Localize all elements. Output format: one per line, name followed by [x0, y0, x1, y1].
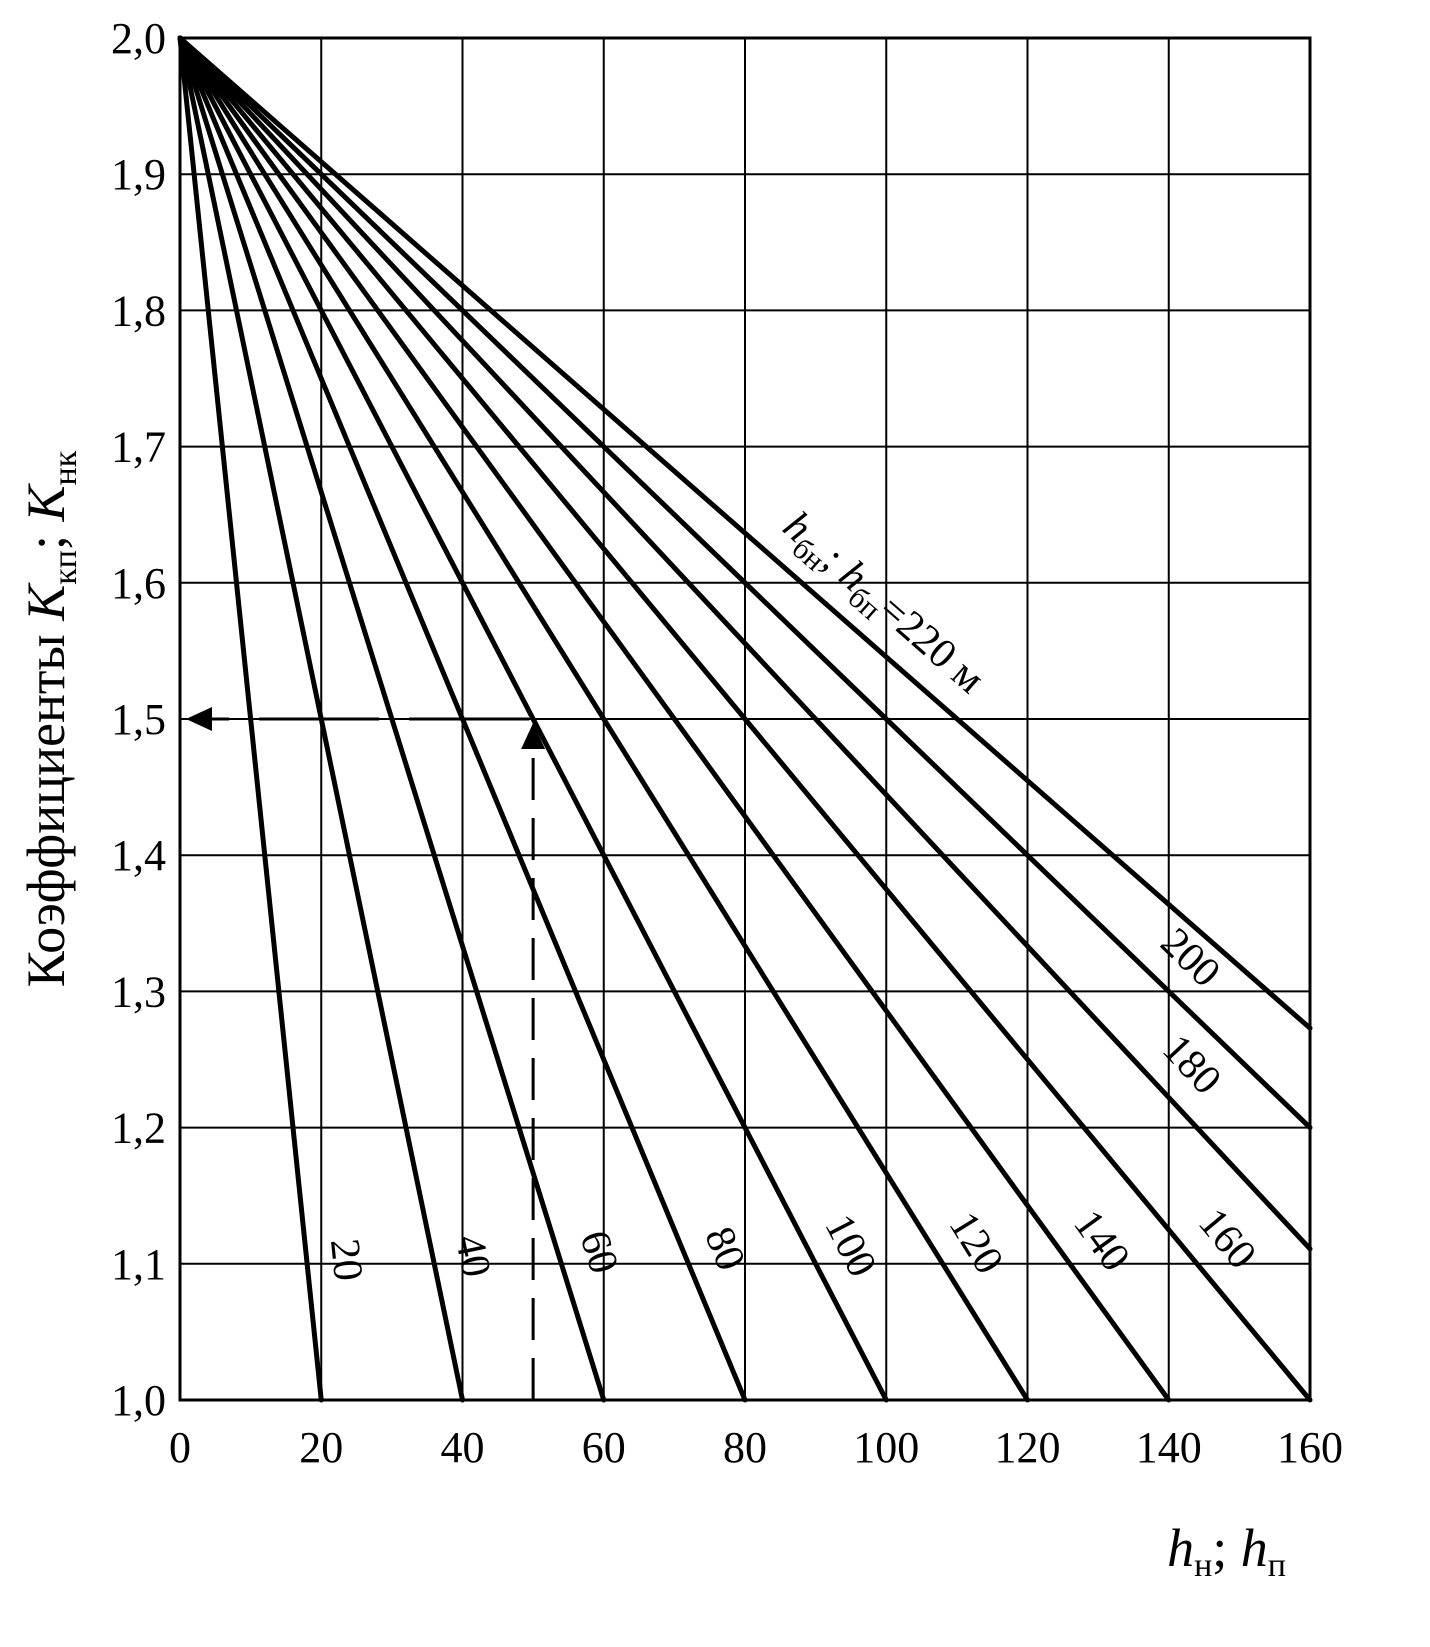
y-tick-label: 1,3 — [111, 967, 166, 1016]
series-line-20 — [177, 35, 324, 1403]
series-label-20: 20 — [321, 1237, 371, 1284]
x-tick-label: 160 — [1277, 1423, 1343, 1472]
y-tick-label: 1,2 — [111, 1104, 166, 1153]
y-tick-label: 2,0 — [111, 14, 166, 63]
y-tick-label: 1,8 — [111, 286, 166, 335]
x-ticks: 0 20 40 60 80 100 120 140 160 — [169, 1423, 1343, 1472]
y-axis-symbol-b: K — [16, 483, 76, 523]
x-tick-label: 120 — [995, 1423, 1061, 1472]
x-tick-label: 80 — [723, 1423, 767, 1472]
series-line-60 — [177, 35, 607, 1403]
series-line-200 — [177, 35, 1313, 1131]
y-axis-word: Коэффициенты — [16, 621, 76, 987]
x-tick-label: 60 — [582, 1423, 626, 1472]
y-tick-label: 1,1 — [111, 1240, 166, 1289]
x-tick-label: 40 — [441, 1423, 485, 1472]
series-label-60: 60 — [570, 1225, 626, 1279]
series-line-100 — [177, 35, 889, 1403]
series-line-120 — [177, 35, 1030, 1403]
x-axis-separator: ; — [1212, 1518, 1241, 1578]
y-axis-subscript-a: кп — [47, 550, 84, 585]
series-label-220-м: hбн; hбп=220 м — [770, 503, 993, 708]
x-axis-symbol-a: h — [1167, 1518, 1194, 1578]
series-label-120: 120 — [940, 1204, 1012, 1282]
series-line-180 — [177, 35, 1313, 1252]
y-ticks: 1,0 1,1 1,2 1,3 1,4 1,5 1,6 1,7 1,8 1,9 2,0 — [111, 14, 166, 1425]
x-axis-subscript-b: п — [1268, 1547, 1286, 1584]
y-tick-label: 1,9 — [111, 150, 166, 199]
series-label-100: 100 — [815, 1207, 885, 1284]
x-tick-label: 140 — [1136, 1423, 1202, 1472]
x-tick-label: 100 — [853, 1423, 919, 1472]
y-axis-symbol-a: K — [16, 582, 76, 622]
y-tick-label: 1,0 — [111, 1376, 166, 1425]
x-axis-symbol-b: h — [1241, 1518, 1268, 1578]
series-line-160 — [177, 35, 1313, 1403]
series-line-140 — [177, 35, 1172, 1403]
x-axis-title: hн; hп — [1167, 1518, 1286, 1584]
y-tick-label: 1,6 — [111, 559, 166, 608]
series-label-40: 40 — [446, 1231, 500, 1281]
y-axis-title: Коэффициенты Kкп; Kнк — [16, 450, 84, 987]
y-axis-subscript-b: нк — [47, 450, 84, 485]
guide-arrowhead-up — [521, 723, 546, 749]
x-tick-label: 20 — [299, 1423, 343, 1472]
x-tick-label: 0 — [169, 1423, 191, 1472]
x-axis-subscript-a: н — [1194, 1547, 1212, 1584]
y-axis-separator: ; — [16, 522, 76, 551]
example-guide — [186, 707, 546, 1400]
series-line-220-м — [177, 35, 1313, 1031]
y-tick-label: 1,5 — [111, 695, 166, 744]
y-tick-label: 1,7 — [111, 423, 166, 472]
guide-arrowhead-left — [186, 707, 212, 731]
y-tick-label: 1,4 — [111, 831, 166, 880]
